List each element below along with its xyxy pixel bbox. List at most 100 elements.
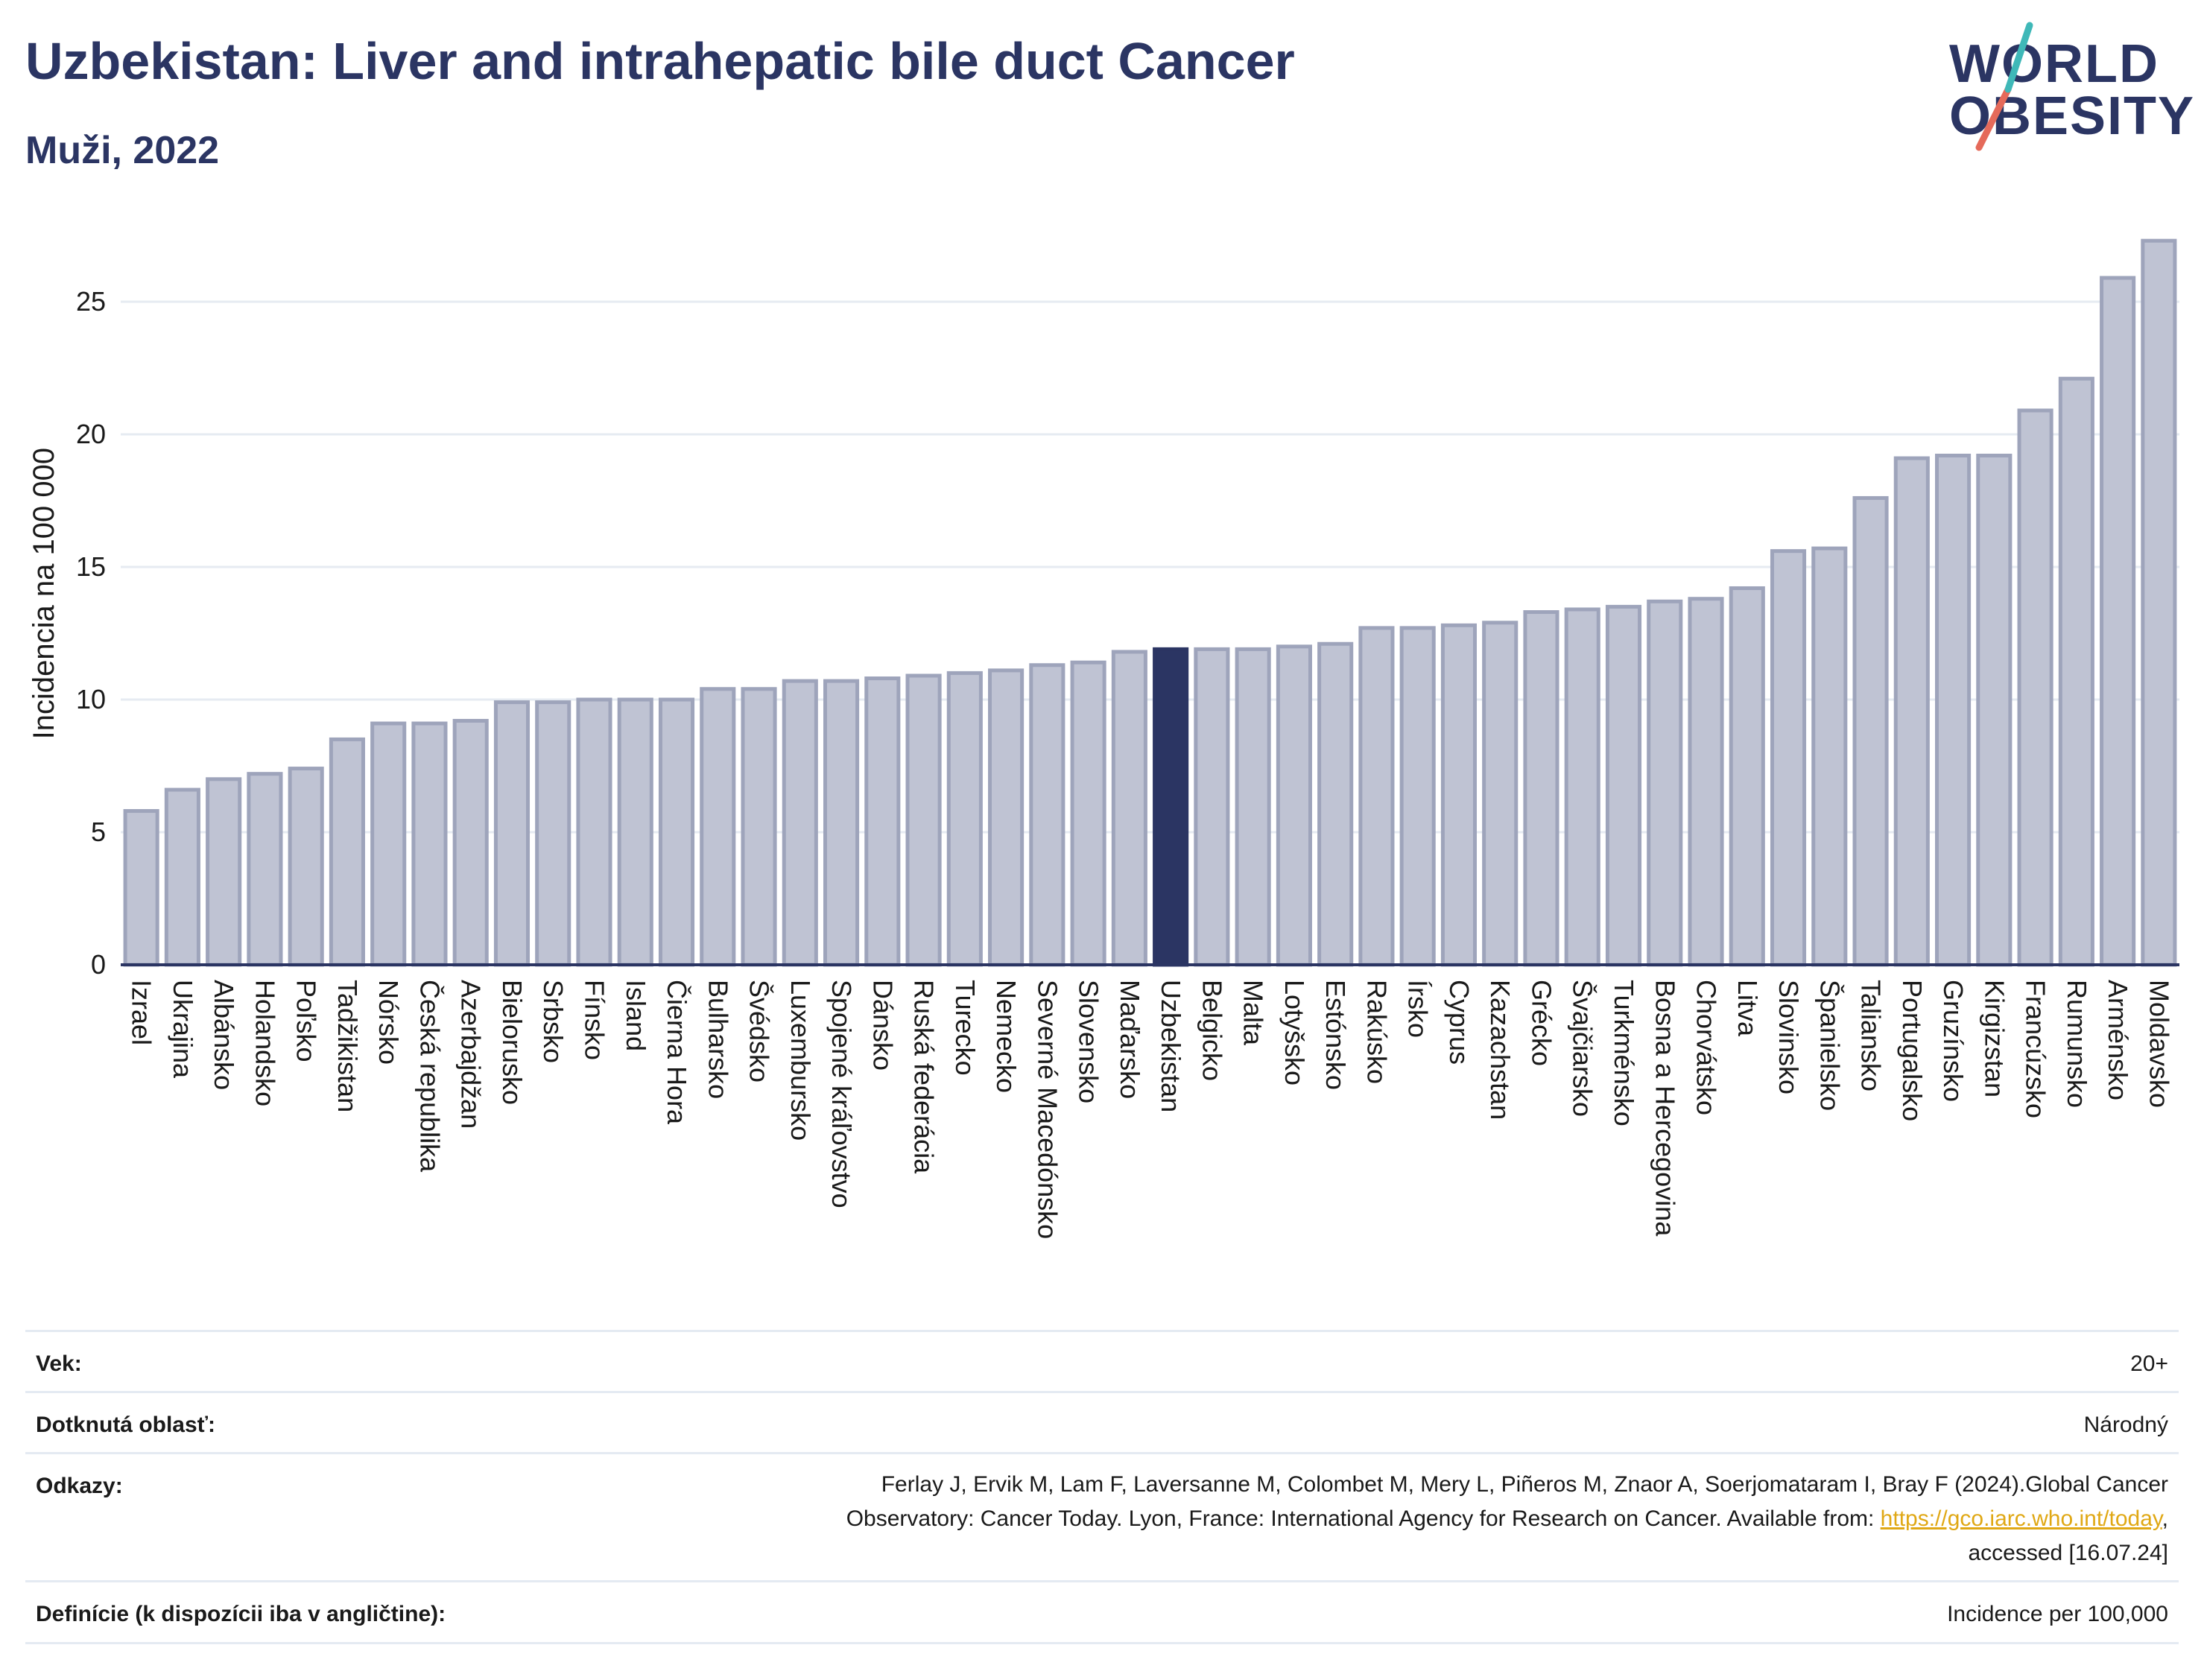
- references-line-3: accessed [16.07.24]: [1968, 1541, 2168, 1565]
- logo-slash-icon: [1975, 22, 2033, 151]
- meta-row-age: Vek: 20+: [25, 1330, 2179, 1392]
- bar: [1893, 456, 1930, 967]
- x-tick-label: Fínsko: [579, 980, 609, 1060]
- page-title: Uzbekistan: Liver and intrahepatic bile …: [25, 32, 1295, 90]
- references-line-1: Ferlay J, Ervik M, Lam F, Laversanne M, …: [881, 1472, 2168, 1497]
- x-tick-label: Ruská federácia: [909, 980, 940, 1174]
- x-tick-label: Holandsko: [250, 980, 280, 1106]
- bar: [1235, 647, 1271, 967]
- x-tick-label: Island: [621, 980, 651, 1051]
- x-tick-label: Bosna a Hercegovina: [1650, 980, 1680, 1237]
- x-tick-label: Francúzsko: [2021, 980, 2051, 1118]
- x-tick-label: Spojené kráľovstvo: [826, 980, 857, 1208]
- area-label: Dotknutá oblasť:: [36, 1413, 216, 1437]
- x-tick-label: Nemecko: [991, 980, 1022, 1093]
- x-tick-label: Maďarsko: [1115, 980, 1145, 1099]
- x-tick-label: Uzbekistan: [1156, 980, 1186, 1112]
- y-tick-label: 25: [76, 286, 106, 317]
- x-tick-label: Bulharsko: [703, 980, 733, 1099]
- x-tick-label: Severné Macedónsko: [1032, 980, 1063, 1239]
- bar: [370, 721, 407, 967]
- references-line-2-text: Observatory: Cancer Today. Lyon, France:…: [846, 1506, 1881, 1531]
- bar: [1523, 610, 1559, 967]
- bar: [1276, 644, 1312, 967]
- references-line-2-end: ,: [2162, 1506, 2168, 1531]
- bar: [123, 809, 159, 967]
- x-tick-label: Bielorusko: [497, 980, 528, 1105]
- bar: [617, 697, 653, 967]
- bar-highlight: [1153, 647, 1189, 967]
- bar: [2100, 276, 2136, 967]
- y-tick-label: 20: [76, 419, 106, 449]
- references-link[interactable]: https://gco.iarc.who.int/today: [1880, 1506, 2162, 1531]
- bar: [411, 721, 448, 967]
- x-tick-label: Azerbajdžan: [456, 980, 487, 1129]
- y-axis-label: Incidencia na 100 000: [28, 448, 60, 739]
- y-tick-label: 10: [76, 684, 106, 714]
- bar: [2058, 376, 2094, 967]
- bar: [329, 737, 365, 967]
- bar: [247, 772, 283, 967]
- x-tick-label: Gruzínsko: [1938, 980, 1969, 1102]
- x-tick-label: Tadžikistan: [332, 980, 363, 1112]
- x-tick-label: Moldavsko: [2144, 980, 2174, 1108]
- world-obesity-logo[interactable]: WORLD OBESITY: [1937, 21, 2194, 162]
- bar: [576, 697, 612, 967]
- bar: [1605, 604, 1642, 967]
- x-tick-label: Lotyšsko: [1279, 980, 1310, 1085]
- bar: [1070, 660, 1106, 967]
- bar: [741, 687, 777, 967]
- x-tick-label: Albánsko: [209, 980, 239, 1090]
- x-tick-label: Taliansko: [1856, 980, 1887, 1091]
- logo-line-2: OBESITY: [1949, 86, 2196, 146]
- x-tick-label: Rumunsko: [2062, 980, 2092, 1108]
- bar: [2017, 408, 2053, 967]
- bar-chart: 0 5 10 15 20 25 Incidencia na 100 000 Izrael Ukr…: [28, 238, 2179, 1239]
- x-tick-label: Kazachstan: [1485, 980, 1516, 1120]
- meta-row-references: Odkazy: Ferlay J, Ervik M, Lam F, Lavers…: [25, 1452, 2179, 1581]
- x-tick-label: Rakúsko: [1361, 980, 1392, 1084]
- x-tick-label: Turkménsko: [1609, 980, 1639, 1126]
- bar: [658, 697, 695, 967]
- bar: [905, 673, 942, 967]
- bar: [493, 700, 531, 967]
- definitions-label: Definície (k dispozícii iba v angličtine…: [36, 1602, 446, 1626]
- x-tick-label: Slovensko: [1074, 980, 1104, 1103]
- bar: [164, 787, 200, 967]
- bar: [1729, 586, 1765, 967]
- meta-row-area: Dotknutá oblasť: Národný: [25, 1391, 2179, 1453]
- x-tick-label: Izrael: [127, 980, 157, 1045]
- x-tick-label: Česká republika: [414, 980, 445, 1173]
- references-label: Odkazy:: [36, 1474, 123, 1498]
- definitions-value: Incidence per 100,000: [1947, 1602, 2168, 1626]
- age-value: 20+: [2130, 1351, 2168, 1376]
- bar: [782, 679, 818, 967]
- x-tick-label: Švajčiarsko: [1568, 980, 1598, 1117]
- x-tick-label: Španielsko: [1814, 980, 1845, 1111]
- bar: [1358, 626, 1395, 967]
- x-tick-label: Luxembursko: [785, 980, 816, 1141]
- references-value: Ferlay J, Ervik M, Lam F, Laversanne M, …: [529, 1468, 2168, 1570]
- x-tick-label: Litva: [1732, 980, 1763, 1037]
- bar: [1194, 647, 1230, 967]
- x-tick-label: Ukrajina: [168, 980, 198, 1079]
- bar: [452, 718, 489, 967]
- x-tick-label: Malta: [1238, 980, 1269, 1046]
- x-tick-label: Nórsko: [373, 980, 404, 1065]
- bar: [1852, 495, 1889, 967]
- bar: [1440, 623, 1478, 967]
- x-tick-label: Poľsko: [291, 980, 322, 1062]
- x-tick-label: Portugalsko: [1897, 980, 1928, 1121]
- bar: [1111, 650, 1147, 967]
- x-tick-label: Grécko: [1526, 980, 1557, 1066]
- bar: [1647, 599, 1683, 967]
- bar: [2141, 238, 2177, 967]
- x-tick-label: Dánsko: [867, 980, 898, 1071]
- x-tick-label: Turecko: [950, 980, 981, 1076]
- y-tick-label: 0: [91, 949, 106, 980]
- bar: [1399, 626, 1436, 967]
- bar: [1317, 641, 1354, 967]
- bar: [1688, 597, 1724, 967]
- logo-line-1: WORLD: [1949, 34, 2159, 94]
- x-tick-label: Chorvátsko: [1691, 980, 1722, 1115]
